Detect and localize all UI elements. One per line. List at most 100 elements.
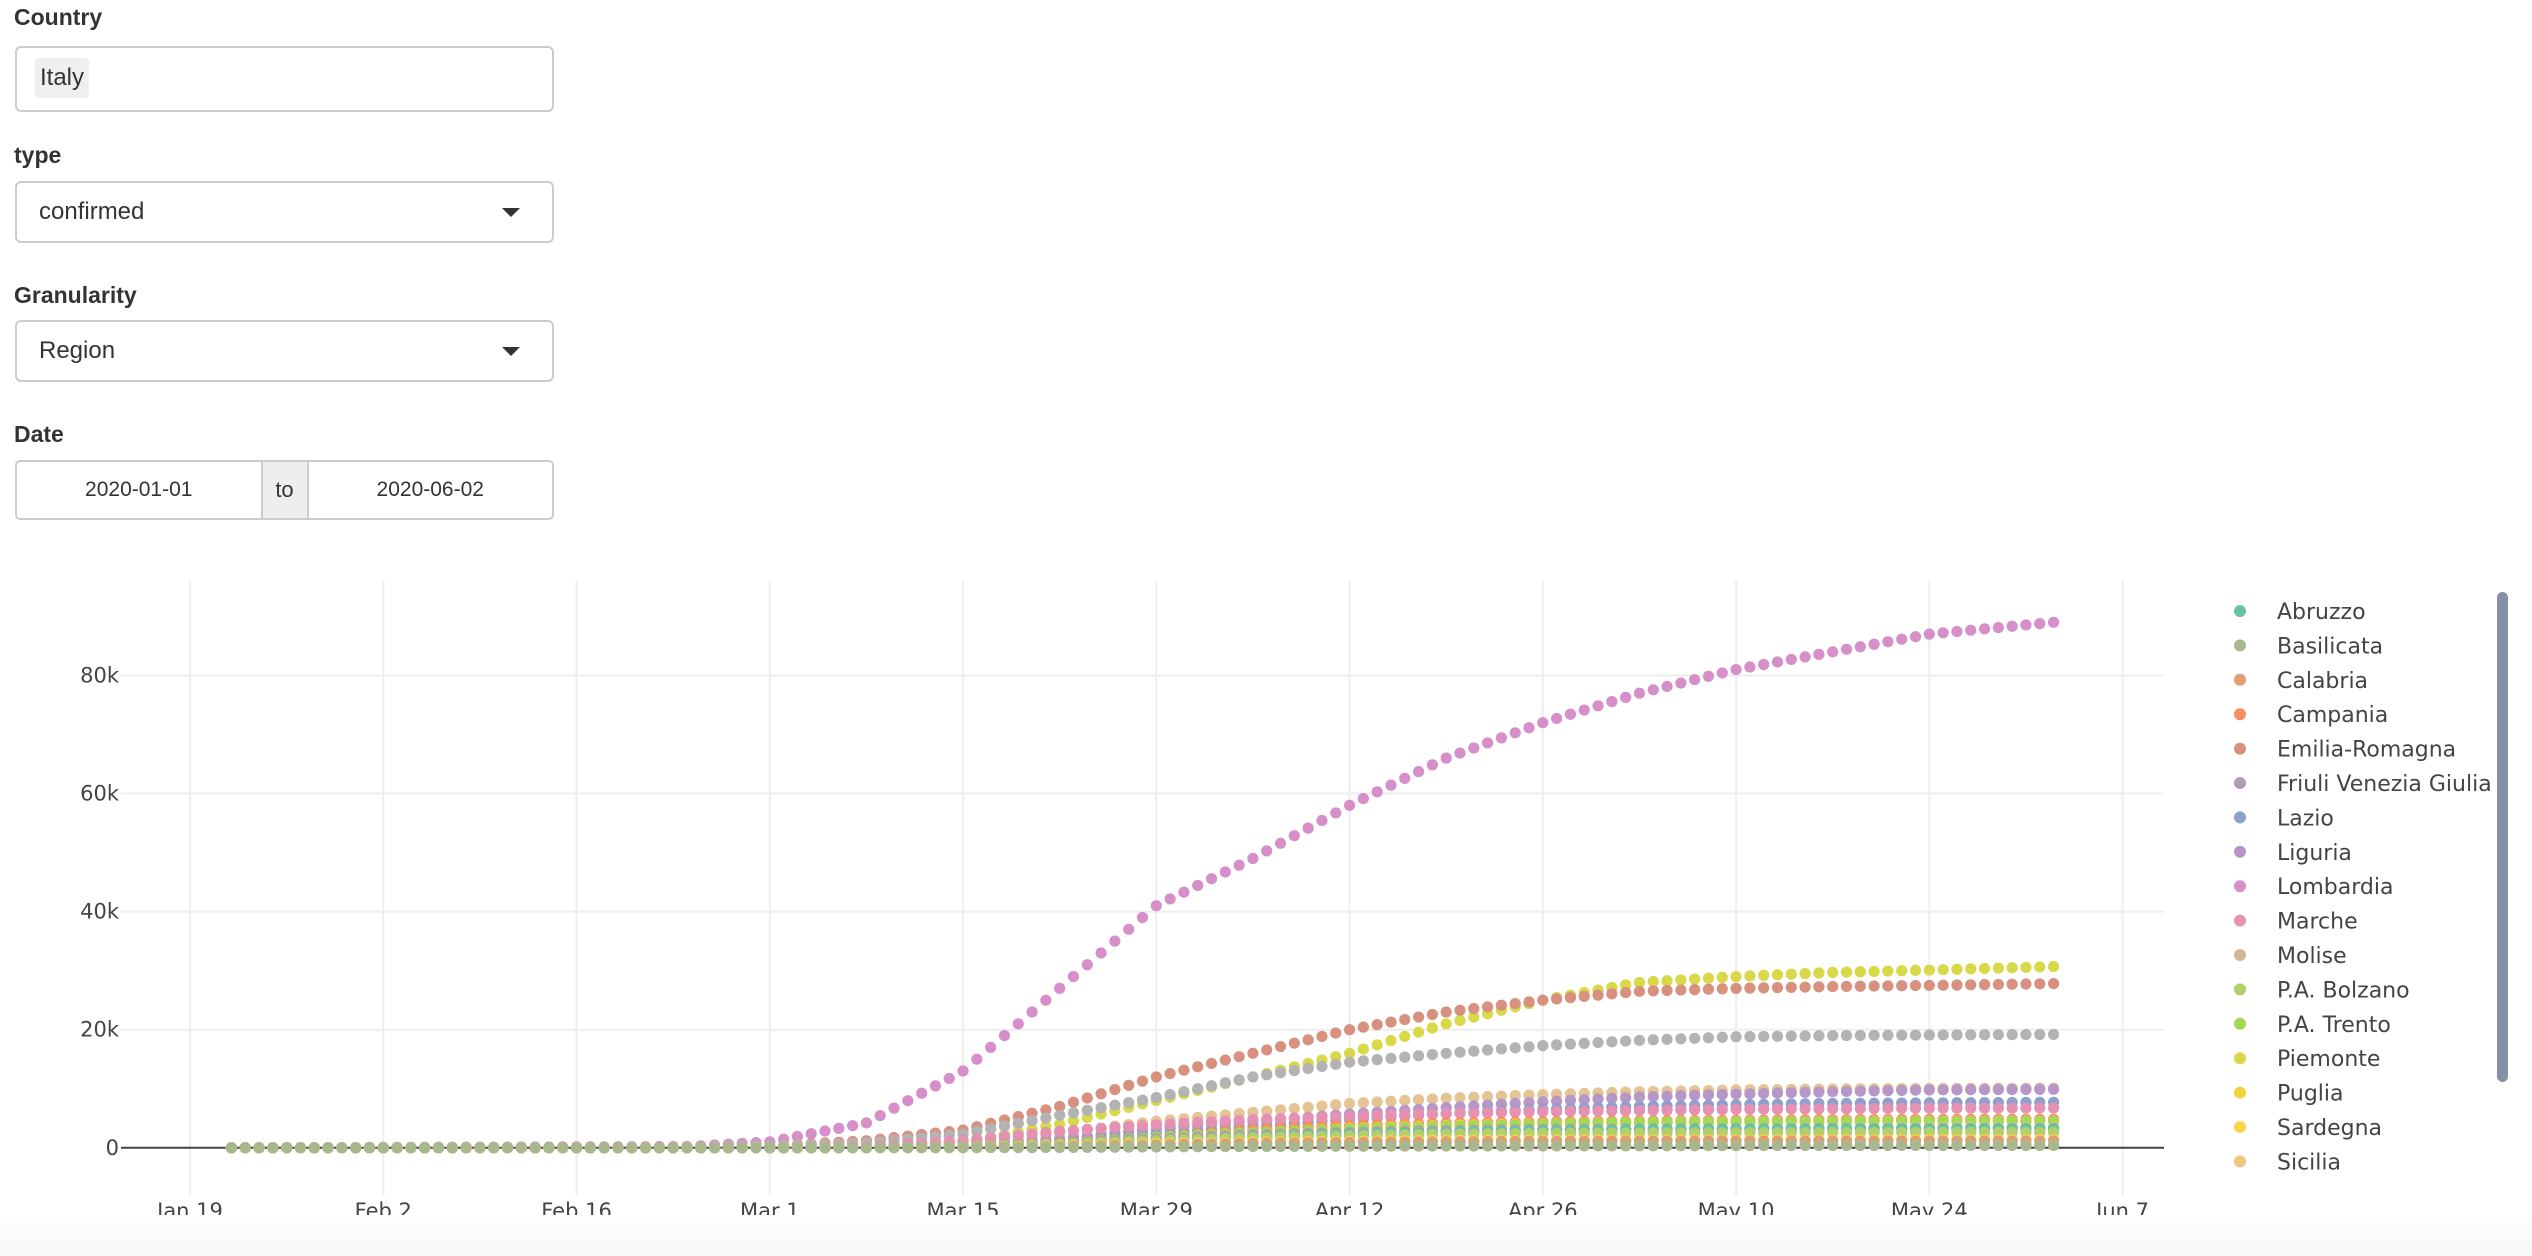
data-point bbox=[1067, 1096, 1080, 1108]
data-point bbox=[777, 1142, 790, 1154]
data-point bbox=[1882, 1085, 1894, 1097]
data-point bbox=[1813, 967, 1825, 979]
data-point bbox=[2047, 1028, 2060, 1041]
legend-item[interactable]: Molise bbox=[2234, 944, 2347, 969]
data-point bbox=[1882, 1102, 1894, 1115]
legend-item[interactable]: Basilicata bbox=[2234, 634, 2383, 659]
data-point bbox=[1592, 1105, 1604, 1117]
legend-item[interactable]: Lombardia bbox=[2234, 875, 2393, 900]
data-point bbox=[1316, 1060, 1328, 1072]
legend-label: Molise bbox=[2277, 944, 2347, 969]
legend-item[interactable]: Marche bbox=[2234, 910, 2358, 935]
data-point bbox=[1054, 982, 1066, 994]
data-point bbox=[1192, 1061, 1204, 1073]
data-points bbox=[225, 616, 2060, 1154]
legend-marker-icon bbox=[2234, 673, 2246, 686]
legend-marker-icon bbox=[2234, 708, 2246, 721]
data-point bbox=[1744, 661, 1756, 673]
data-point bbox=[1343, 1024, 1356, 1036]
data-point bbox=[1716, 971, 1728, 984]
country-tag[interactable]: Italy bbox=[35, 58, 90, 98]
data-point bbox=[2047, 1139, 2060, 1152]
data-point bbox=[1482, 1044, 1494, 1056]
type-select[interactable]: confirmed bbox=[15, 181, 554, 243]
data-point bbox=[1136, 1120, 1149, 1132]
legend-scrollbar[interactable] bbox=[2497, 592, 2508, 1082]
legend-item[interactable]: Piemonte bbox=[2234, 1047, 2380, 1072]
data-point bbox=[1578, 990, 1590, 1002]
y-tick-label: 40k bbox=[80, 900, 120, 924]
date-start-input[interactable]: 2020-01-01 bbox=[85, 478, 193, 501]
legend-item[interactable]: Friuli Venezia Giulia bbox=[2234, 772, 2492, 797]
data-point bbox=[1840, 1085, 1853, 1098]
data-point bbox=[1827, 980, 1839, 993]
data-point bbox=[1468, 1011, 1480, 1023]
data-point bbox=[1343, 1056, 1356, 1068]
legend-item[interactable]: Lazio bbox=[2234, 806, 2334, 831]
legend-item[interactable]: Liguria bbox=[2234, 841, 2352, 866]
data-point bbox=[543, 1142, 555, 1154]
data-point bbox=[860, 1142, 873, 1154]
data-point bbox=[1896, 633, 1908, 645]
data-point bbox=[1744, 1103, 1756, 1115]
legend-item[interactable]: Abruzzo bbox=[2234, 600, 2366, 625]
data-point bbox=[1840, 1103, 1853, 1115]
legend-item[interactable]: P.A. Bolzano bbox=[2234, 978, 2410, 1003]
data-point bbox=[2020, 978, 2032, 990]
data-point bbox=[1261, 1069, 1273, 1081]
date-range-input: 2020-01-01 to 2020-06-02 bbox=[15, 460, 554, 520]
data-point bbox=[2020, 1139, 2032, 1152]
data-point bbox=[1399, 1140, 1411, 1152]
data-point bbox=[1440, 752, 1452, 764]
data-point bbox=[1537, 717, 1549, 729]
data-point bbox=[1785, 1103, 1797, 1115]
data-point bbox=[1537, 1040, 1549, 1052]
data-point bbox=[847, 1142, 859, 1154]
data-point bbox=[1758, 1087, 1770, 1099]
data-point bbox=[1385, 1095, 1397, 1107]
data-point bbox=[819, 1125, 831, 1137]
legend-item[interactable]: Emilia-Romagna bbox=[2234, 738, 2456, 763]
data-point bbox=[1730, 1031, 1742, 1043]
legend-item[interactable]: Calabria bbox=[2234, 669, 2368, 694]
data-point bbox=[2034, 978, 2046, 990]
legend-item[interactable]: Sardegna bbox=[2234, 1116, 2382, 1141]
data-point bbox=[1192, 879, 1204, 892]
date-end-input[interactable]: 2020-06-02 bbox=[376, 478, 484, 501]
legend-item[interactable]: P.A. Trento bbox=[2234, 1013, 2391, 1038]
data-point bbox=[1620, 1139, 1632, 1152]
data-point bbox=[957, 1142, 969, 1154]
data-point bbox=[1937, 964, 1949, 976]
data-point bbox=[1702, 1104, 1715, 1116]
data-point bbox=[1192, 1141, 1204, 1153]
data-point bbox=[1026, 1115, 1038, 1127]
legend-item[interactable]: Campania bbox=[2234, 703, 2388, 728]
data-point bbox=[1385, 1140, 1397, 1152]
data-point bbox=[722, 1142, 734, 1154]
data-point bbox=[1882, 1029, 1894, 1041]
data-point bbox=[1868, 638, 1880, 650]
data-point bbox=[764, 1142, 776, 1154]
data-point bbox=[1633, 1104, 1646, 1117]
data-point bbox=[1509, 1042, 1521, 1054]
country-input[interactable]: Italy bbox=[15, 46, 554, 112]
data-point bbox=[1564, 1094, 1577, 1106]
data-point bbox=[1702, 670, 1715, 682]
data-point bbox=[1592, 989, 1604, 1001]
data-point bbox=[1509, 727, 1521, 739]
data-point bbox=[1123, 1097, 1135, 1109]
data-point bbox=[1385, 1035, 1397, 1047]
data-point bbox=[1882, 636, 1894, 648]
data-point bbox=[1468, 742, 1480, 754]
granularity-select[interactable]: Region bbox=[15, 320, 554, 382]
data-point bbox=[2006, 1083, 2018, 1096]
data-point bbox=[1357, 1140, 1369, 1152]
data-point bbox=[736, 1142, 748, 1154]
data-point bbox=[1081, 1141, 1093, 1153]
legend-item[interactable]: Sicilia bbox=[2234, 1150, 2341, 1175]
data-point bbox=[501, 1142, 514, 1154]
data-point bbox=[1537, 1139, 1549, 1152]
legend-item[interactable]: Puglia bbox=[2234, 1082, 2344, 1107]
data-point bbox=[1412, 1011, 1425, 1023]
